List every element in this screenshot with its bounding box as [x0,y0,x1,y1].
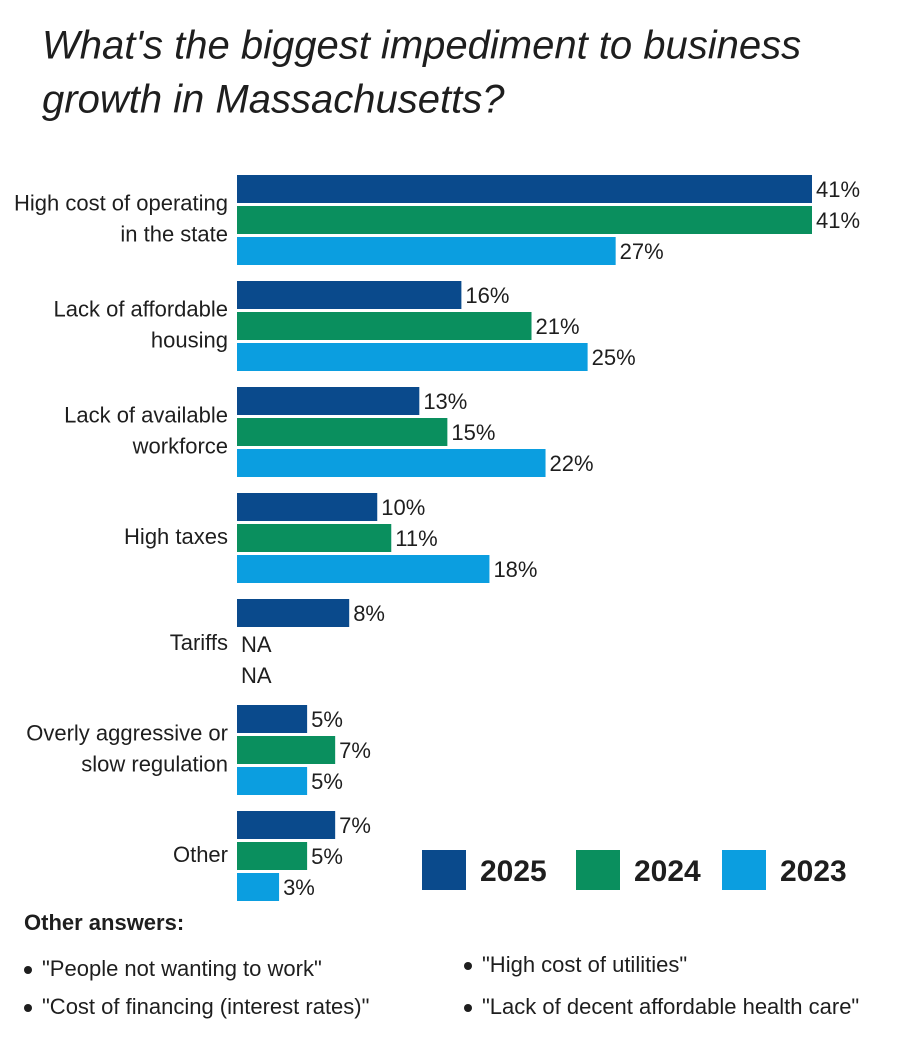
bar [237,524,392,552]
bar [237,175,812,203]
value-label: 3% [283,875,315,900]
chart-title: growth in Massachusetts? [42,78,505,122]
value-label: 21% [536,314,580,339]
bullet [464,962,472,970]
bar [237,387,420,415]
value-label: 13% [423,389,467,414]
legend-swatch [722,850,766,890]
value-label: 27% [620,239,664,264]
category-label: Tariffs [170,630,228,655]
bar [237,767,308,795]
value-label: 15% [451,420,495,445]
bar [237,493,378,521]
notes-title: Other answers: [24,910,184,935]
value-label: 41% [816,177,860,202]
bullet [24,966,32,974]
bar [237,418,448,446]
note: "Cost of financing (interest rates)" [42,994,369,1019]
value-label: 5% [311,707,343,732]
chart-title: What's the biggest impediment to busines… [42,24,801,68]
bar [237,705,308,733]
value-label: 22% [550,451,594,476]
note: "High cost of utilities" [482,952,687,977]
category-label: Other [173,842,228,867]
category-label: Lack of affordable [54,296,229,321]
bar [237,206,812,234]
legend-swatch [576,850,620,890]
value-label: 10% [381,495,425,520]
bar [237,281,462,309]
bar [237,312,532,340]
category-label: housing [151,327,228,352]
value-label: 5% [311,844,343,869]
bar [237,842,308,870]
value-label: 16% [465,283,509,308]
value-label: 7% [339,738,371,763]
value-label: 25% [592,345,636,370]
legend-label: 2023 [780,855,847,888]
bar [237,555,490,583]
category-label: slow regulation [81,751,228,776]
bar [237,237,616,265]
value-label: 18% [493,557,537,582]
bullet [464,1004,472,1012]
value-label: NA [241,632,272,657]
bar [237,599,350,627]
category-label: Overly aggressive or [26,720,228,745]
value-label: 8% [353,601,385,626]
bar [237,736,336,764]
legend-label: 2025 [480,855,547,888]
value-label: NA [241,663,272,688]
value-label: 11% [395,526,437,551]
bar [237,449,546,477]
category-label: High cost of operating [14,190,228,215]
value-label: 5% [311,769,343,794]
legend-label: 2024 [634,855,701,888]
value-label: 41% [816,208,860,233]
bar [237,343,588,371]
bar [237,873,280,901]
value-label: 7% [339,813,371,838]
note: "Lack of decent affordable health care" [482,994,859,1019]
category-label: High taxes [124,524,228,549]
legend-swatch [422,850,466,890]
category-label: in the state [120,221,228,246]
bar [237,811,336,839]
note: "People not wanting to work" [42,956,322,981]
category-label: workforce [132,433,228,458]
category-label: Lack of available [64,402,228,427]
bullet [24,1004,32,1012]
